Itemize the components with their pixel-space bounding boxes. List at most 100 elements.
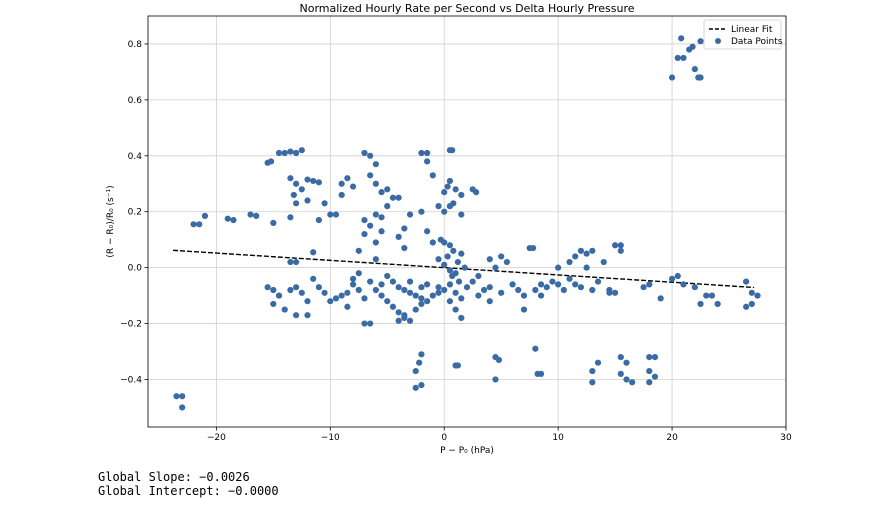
data-point	[446, 298, 454, 305]
data-point	[458, 314, 465, 322]
x-tick-label: 20	[666, 433, 678, 443]
data-point	[395, 317, 402, 324]
data-point	[572, 281, 579, 288]
y-axis-label: (R − R₀)/R₀ (s⁻¹)	[106, 185, 116, 257]
data-point	[367, 172, 374, 179]
data-point	[367, 152, 374, 159]
data-point	[406, 289, 414, 296]
data-point	[424, 298, 431, 305]
data-point	[503, 258, 510, 266]
data-point	[418, 149, 425, 157]
data-point	[418, 208, 425, 215]
data-point	[498, 253, 505, 260]
data-point	[480, 286, 488, 294]
data-point	[281, 306, 288, 313]
data-point	[697, 300, 704, 308]
data-point	[458, 250, 465, 257]
data-point	[327, 298, 334, 305]
data-point	[429, 239, 436, 246]
data-point	[691, 66, 698, 73]
data-point	[492, 264, 499, 271]
data-point	[444, 183, 451, 190]
data-point	[310, 249, 317, 256]
data-point	[401, 225, 408, 232]
data-point	[646, 367, 653, 375]
data-point	[224, 215, 231, 222]
data-point	[537, 281, 545, 288]
legend: Linear Fit Data Points	[703, 19, 783, 50]
data-point	[372, 286, 379, 294]
data-point	[389, 194, 397, 201]
data-point	[697, 74, 704, 81]
data-point	[349, 183, 357, 190]
data-point	[589, 286, 596, 294]
data-point	[680, 54, 687, 62]
data-point	[458, 191, 465, 199]
data-point	[270, 219, 277, 226]
data-point	[293, 312, 300, 319]
data-point	[566, 275, 573, 282]
data-point	[463, 284, 471, 291]
data-point	[617, 242, 624, 249]
data-point	[623, 359, 630, 366]
data-point	[455, 278, 463, 285]
data-point	[606, 286, 613, 294]
x-tick-label: −20	[207, 433, 226, 443]
data-point	[674, 54, 681, 62]
data-point	[486, 256, 493, 263]
data-point	[372, 256, 379, 263]
data-point	[395, 284, 402, 291]
data-point	[355, 286, 362, 294]
data-point	[275, 149, 283, 157]
data-point	[583, 264, 590, 271]
data-point	[287, 286, 294, 294]
data-point	[389, 278, 397, 285]
data-point	[406, 211, 414, 218]
data-point	[703, 292, 710, 299]
data-point	[270, 300, 277, 308]
data-point	[179, 404, 186, 411]
data-point	[668, 74, 676, 81]
data-point	[435, 284, 442, 291]
data-point	[344, 303, 351, 310]
data-point	[395, 309, 402, 316]
data-point	[589, 367, 596, 375]
data-point	[349, 281, 357, 288]
data-point	[454, 258, 461, 266]
data-point	[293, 200, 300, 207]
data-point	[338, 292, 345, 299]
data-point	[429, 292, 436, 299]
x-tick-label: −10	[321, 433, 340, 443]
data-point	[461, 264, 468, 271]
data-point	[338, 180, 345, 187]
data-point	[401, 312, 408, 319]
data-point	[589, 247, 596, 254]
data-points-layer	[173, 35, 761, 411]
y-tick-label: 0.0	[128, 264, 143, 274]
data-point	[441, 239, 448, 246]
data-point	[748, 300, 755, 308]
chart-title: Normalized Hourly Rate per Second vs Del…	[299, 2, 634, 15]
data-point	[287, 148, 294, 155]
data-point	[418, 295, 425, 302]
data-point	[304, 176, 311, 183]
data-point	[378, 281, 385, 288]
data-point	[384, 272, 391, 280]
data-point	[315, 284, 322, 291]
data-point	[680, 281, 687, 288]
global-slope-text: Global Slope: −0.0026	[98, 470, 250, 484]
data-point	[674, 272, 681, 280]
data-point	[566, 258, 573, 266]
data-point	[281, 149, 288, 157]
data-point	[509, 281, 516, 288]
data-point	[401, 244, 408, 252]
data-point	[418, 351, 425, 358]
data-point	[361, 149, 368, 157]
data-point	[293, 180, 300, 187]
data-point	[344, 289, 351, 296]
data-point	[572, 253, 579, 260]
data-point	[418, 381, 425, 389]
grid-lines	[148, 16, 787, 427]
data-point	[429, 172, 436, 179]
legend-fit-label: Linear Fit	[731, 25, 773, 35]
